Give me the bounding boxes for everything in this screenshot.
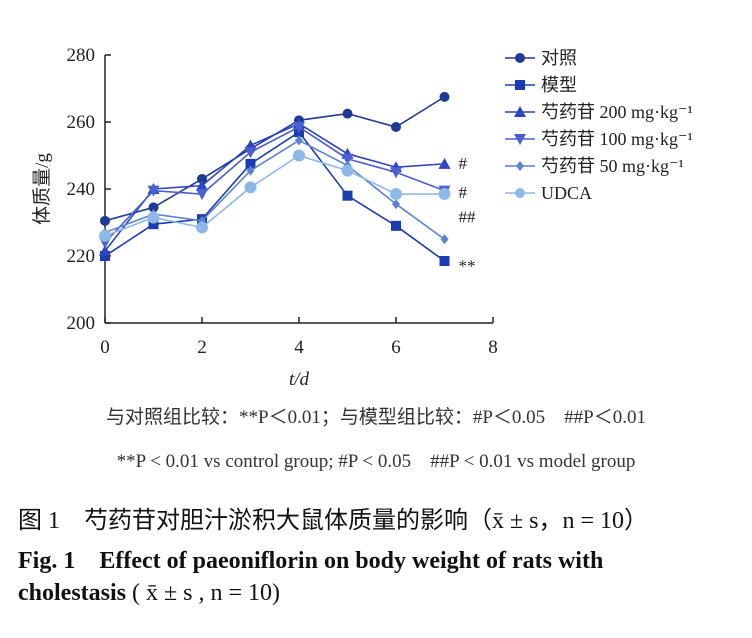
data-point — [99, 229, 111, 242]
data-point — [515, 53, 525, 63]
x-tick-label: 8 — [488, 337, 498, 358]
legend-label: UDCA — [541, 183, 592, 203]
significance-marker: ## — [459, 207, 477, 226]
significance-marker: # — [459, 154, 468, 173]
significance-marker: # — [459, 183, 468, 202]
data-point — [439, 256, 450, 267]
x-tick-label: 0 — [100, 337, 110, 358]
data-point — [244, 147, 257, 159]
data-point — [293, 149, 305, 162]
x-tick-label: 2 — [197, 337, 207, 358]
chart-annotations: ####** — [459, 154, 477, 276]
chart-axes: 200 220 240 260 280 0 2 4 6 8 t/d 体质量/g — [31, 45, 498, 390]
x-tick-label: 6 — [391, 337, 401, 358]
series-line — [104, 130, 445, 262]
data-point — [341, 164, 354, 177]
data-point — [514, 134, 526, 145]
data-point — [99, 244, 111, 256]
data-point — [390, 167, 402, 179]
significance-note-cn: 与对照组比较：**P＜0.01；与模型组比较：#P＜0.05 ##P＜0.01 — [106, 407, 646, 428]
data-point — [514, 106, 526, 117]
series-line — [104, 139, 445, 240]
data-point — [392, 199, 400, 210]
data-point — [341, 153, 354, 165]
figure-caption-en-line1: Fig. 1 Effect of paeoniflorin on body we… — [18, 548, 604, 574]
data-point — [196, 221, 208, 234]
chart-series — [99, 91, 451, 267]
caption-en-stats: ( x̄ ± s , n = 10) — [132, 580, 281, 606]
data-point — [439, 91, 450, 102]
series-line — [104, 122, 445, 252]
y-tick-label: 220 — [67, 246, 96, 267]
legend-label: 芍药苷 200 mg·kg⁻¹ — [541, 102, 693, 122]
data-point — [342, 108, 353, 119]
data-point — [246, 165, 255, 176]
data-point — [100, 215, 110, 226]
legend-label: 芍药苷 50 mg·kg⁻¹ — [541, 156, 684, 176]
data-point — [515, 80, 525, 90]
data-point — [147, 185, 160, 197]
y-tick-label: 200 — [67, 313, 96, 334]
data-point — [148, 202, 159, 213]
figure-caption-cn: 图 1 芍药苷对胆汁淤积大鼠体质量的影响（x̄ ± s，n = 10） — [18, 508, 649, 534]
data-point — [197, 173, 207, 184]
y-tick-label: 240 — [67, 179, 96, 200]
data-point — [295, 135, 303, 146]
data-point — [100, 251, 110, 261]
data-point — [148, 219, 159, 230]
data-point — [245, 158, 256, 169]
significance-note-en: **P < 0.01 vs control group; #P < 0.05 #… — [116, 451, 636, 472]
data-point — [244, 181, 257, 194]
figure-caption-en-line2: cholestasis ( x̄ ± s , n = 10) — [18, 580, 280, 607]
caption-en-word: cholestasis — [18, 580, 126, 606]
series-line — [104, 154, 445, 237]
data-point — [516, 161, 524, 171]
data-point — [293, 122, 305, 134]
data-point — [438, 157, 451, 169]
series-group — [99, 149, 451, 242]
data-point — [196, 189, 208, 201]
significance-marker: ** — [459, 257, 476, 276]
y-tick-label: 260 — [67, 112, 96, 133]
data-point — [147, 211, 160, 224]
legend-label: 芍药苷 100 mg·kg⁻¹ — [541, 129, 693, 149]
data-point — [440, 234, 449, 245]
data-point — [391, 122, 401, 133]
y-tick-label: 280 — [67, 45, 96, 66]
x-axis-title: t/d — [289, 369, 310, 390]
data-point — [342, 190, 353, 201]
data-point — [391, 220, 401, 231]
data-point — [515, 188, 525, 198]
y-axis-title: 体质量/g — [31, 153, 53, 225]
series-line — [104, 126, 445, 244]
legend-label: 模型 — [541, 75, 577, 95]
x-tick-label: 4 — [294, 337, 304, 358]
data-point — [196, 179, 208, 191]
data-point — [390, 188, 402, 201]
data-point — [438, 188, 451, 201]
legend-label: 对照 — [541, 48, 577, 68]
